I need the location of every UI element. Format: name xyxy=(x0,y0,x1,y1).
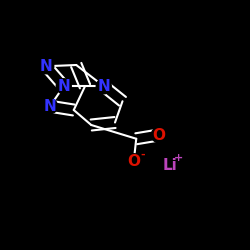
Text: O: O xyxy=(152,128,165,142)
Circle shape xyxy=(126,154,141,169)
Circle shape xyxy=(151,128,166,142)
Text: -: - xyxy=(140,149,145,159)
Text: N: N xyxy=(98,79,110,94)
Circle shape xyxy=(42,99,58,114)
Circle shape xyxy=(56,79,71,94)
Text: N: N xyxy=(44,99,56,114)
Text: O: O xyxy=(127,154,140,169)
Text: N: N xyxy=(40,59,52,74)
Circle shape xyxy=(39,59,54,74)
Circle shape xyxy=(160,156,180,174)
Text: N: N xyxy=(58,79,70,94)
Circle shape xyxy=(96,79,111,94)
Text: Li: Li xyxy=(162,158,178,172)
Text: +: + xyxy=(174,153,184,163)
